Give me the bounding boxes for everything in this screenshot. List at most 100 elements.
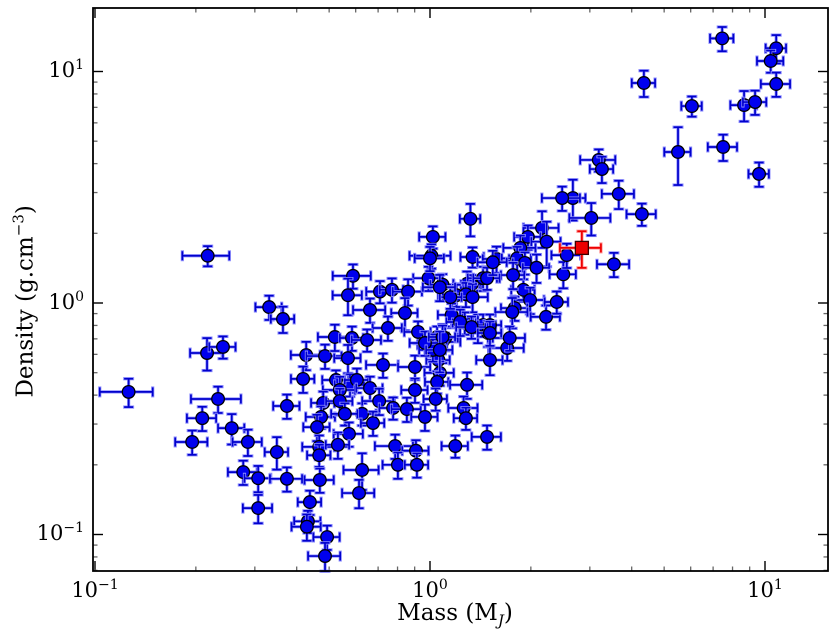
circle-marker <box>296 371 311 386</box>
circle-marker <box>463 211 478 226</box>
circle-marker <box>398 306 412 320</box>
circle-marker <box>355 463 370 477</box>
circle-marker <box>310 420 324 435</box>
data-point <box>301 413 332 443</box>
data-point <box>454 314 487 341</box>
circle-marker <box>337 406 352 421</box>
data-point <box>547 260 578 290</box>
circle-marker <box>502 331 517 345</box>
circle-marker <box>443 290 458 305</box>
circle-marker <box>549 295 564 309</box>
circle-marker <box>409 457 424 472</box>
data-point <box>741 89 768 117</box>
data-point <box>471 266 502 292</box>
data-point <box>364 351 400 380</box>
y-tick-label: 100 <box>48 289 84 314</box>
circle-marker <box>185 435 200 449</box>
data-point <box>306 541 342 573</box>
circle-marker <box>769 77 784 91</box>
data-point <box>600 179 636 211</box>
data-point <box>241 493 274 525</box>
data-point <box>578 147 617 174</box>
circle-marker <box>671 145 685 159</box>
data-point <box>302 466 336 495</box>
data-point <box>271 393 302 421</box>
circle-marker <box>279 471 294 486</box>
circle-marker <box>606 257 621 272</box>
data-point <box>439 433 470 460</box>
y-tick-label: 101 <box>48 57 84 82</box>
circle-marker <box>423 251 437 266</box>
data-point <box>185 405 218 433</box>
circle-marker <box>342 426 356 441</box>
circle-marker <box>318 349 332 363</box>
data-point <box>351 296 387 325</box>
circle-marker <box>715 31 730 46</box>
data-point <box>452 406 479 432</box>
circle-marker <box>352 486 366 501</box>
data-point <box>706 133 739 163</box>
data-point <box>373 433 415 461</box>
circle-marker <box>539 309 553 324</box>
circle-marker <box>763 54 778 68</box>
circle-marker <box>430 374 445 389</box>
circle-marker <box>529 260 544 275</box>
circle-marker <box>262 300 277 315</box>
circle-marker <box>418 409 432 424</box>
circle-marker <box>539 234 554 249</box>
circle-marker <box>318 549 332 564</box>
data-point <box>332 343 363 375</box>
circle-marker <box>555 191 570 206</box>
circle-marker <box>483 353 497 367</box>
data-point <box>567 201 612 238</box>
data-point <box>359 410 386 438</box>
data-point <box>491 325 527 353</box>
data-point <box>350 327 383 354</box>
circle-marker <box>506 268 521 283</box>
circle-marker <box>460 377 474 392</box>
x-tick-label: 101 <box>747 577 783 602</box>
circle-marker <box>299 519 314 534</box>
circle-marker <box>408 383 422 397</box>
circle-marker <box>276 312 290 326</box>
data-point <box>296 489 323 517</box>
data-point <box>98 377 155 409</box>
data-point <box>424 330 454 374</box>
data-point <box>755 48 785 75</box>
circle-marker <box>390 457 405 472</box>
data-point <box>708 25 735 53</box>
data-point <box>331 277 364 317</box>
circle-marker <box>425 229 440 244</box>
data-point <box>630 69 657 99</box>
circle-marker <box>341 288 355 303</box>
circle-marker <box>211 392 226 406</box>
data-point <box>396 354 432 382</box>
data-point <box>269 305 296 335</box>
circle-marker <box>376 358 390 372</box>
x-axis-title: Mass (MJ) <box>397 600 513 630</box>
data-point <box>540 185 582 213</box>
data-point <box>263 435 290 472</box>
circle-marker <box>312 473 327 487</box>
circle-marker <box>584 211 599 225</box>
circle-marker <box>330 437 345 452</box>
circle-marker <box>483 326 497 340</box>
data-point <box>475 249 509 277</box>
circle-marker <box>195 411 210 426</box>
data-point <box>476 320 503 348</box>
circle-marker <box>341 351 355 366</box>
data-point <box>746 160 771 189</box>
circle-marker <box>594 162 609 176</box>
data-point <box>417 224 448 251</box>
data-point <box>268 465 304 494</box>
circle-marker <box>432 342 447 357</box>
circle-marker <box>559 248 574 263</box>
data-point <box>493 296 530 330</box>
circle-marker <box>279 399 294 413</box>
data-point <box>662 125 693 187</box>
data-point <box>316 323 352 353</box>
data-point <box>305 443 333 469</box>
data-point <box>180 244 231 268</box>
